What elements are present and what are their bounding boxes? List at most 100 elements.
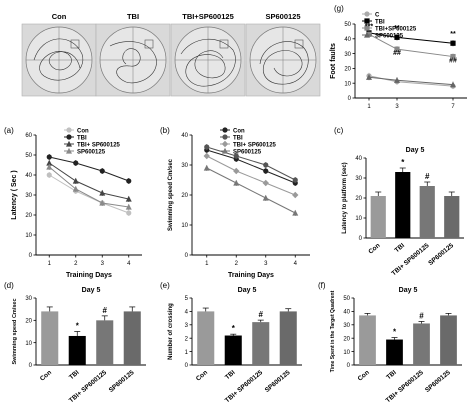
- series-line-0: [48, 174, 129, 214]
- y-tick-label: 1: [185, 350, 189, 356]
- panel-letter: (g): [334, 4, 344, 13]
- y-tick-label: 2: [185, 336, 189, 342]
- significance-mark: #: [103, 306, 108, 315]
- significance-mark: *: [76, 322, 80, 331]
- data-point: [125, 203, 132, 210]
- data-point: [263, 168, 269, 174]
- data-point: [46, 159, 53, 166]
- data-point: [126, 210, 132, 216]
- significance-mark: #: [259, 310, 264, 319]
- y-tick-label: 50: [344, 22, 351, 28]
- bar-2: [252, 322, 270, 365]
- data-point: [203, 152, 210, 160]
- y-tick-label: 0: [348, 96, 352, 102]
- data-point: [99, 199, 106, 206]
- y-tick-label: 40: [25, 173, 32, 179]
- series-line-3: [368, 76, 454, 86]
- y-tick-label: 40: [343, 310, 350, 316]
- bar-1: [68, 335, 86, 365]
- legend-marker: [222, 127, 228, 133]
- y-tick-label: 5: [185, 296, 189, 302]
- bar-3: [440, 315, 457, 365]
- x-tick-label: 3: [395, 104, 399, 110]
- x-tick-label: SP600125: [108, 369, 136, 394]
- legend-label: TBI: [77, 135, 87, 141]
- y-tick-label: 60: [25, 133, 32, 139]
- bar-3: [123, 311, 141, 365]
- x-tick-label: 7: [451, 104, 455, 110]
- data-point: [292, 191, 299, 199]
- data-point: [450, 53, 456, 60]
- legend-label: SP600125: [233, 149, 262, 155]
- legend-marker: [364, 11, 370, 17]
- x-tick-label: TBI: [385, 369, 398, 381]
- y-tick-label: 30: [25, 296, 32, 302]
- x-tick-label: SP600125: [264, 369, 292, 394]
- significance-mark: *: [232, 324, 236, 333]
- swim-track: [109, 41, 157, 84]
- swim-track: [259, 41, 309, 85]
- data-point: [394, 77, 400, 83]
- data-point: [233, 153, 239, 159]
- y-tick-label: 20: [344, 67, 351, 73]
- y-tick-label: 10: [344, 81, 351, 87]
- data-point: [262, 179, 269, 187]
- y-tick-label: 0: [29, 363, 33, 369]
- y-tick-label: 10: [343, 350, 350, 356]
- x-tick-label: 4: [127, 261, 131, 267]
- y-tick-label: 30: [343, 323, 350, 329]
- data-point: [366, 31, 372, 37]
- data-point: [292, 177, 298, 183]
- panel-letter: (f): [318, 281, 326, 290]
- x-tick-label: TBI: [394, 242, 407, 254]
- track-label: SP600125: [265, 12, 300, 21]
- y-tick-label: 0: [185, 363, 189, 369]
- legend-marker: [66, 134, 72, 140]
- bar-3: [279, 311, 297, 365]
- y-axis-label: Time Spent in the Target Quadrent: [330, 290, 336, 372]
- y-tick-label: 40: [181, 133, 188, 139]
- y-axis-label: Swimming speed Cm/sec: [168, 158, 174, 231]
- data-point: [46, 172, 52, 178]
- x-tick-label: 2: [235, 261, 239, 267]
- legend-label: TBI+SP600125: [375, 26, 417, 32]
- platform-marker: [70, 39, 80, 49]
- panel-letter: (b): [160, 126, 170, 135]
- data-point: [99, 168, 105, 174]
- x-tick-label: Con: [39, 369, 53, 383]
- y-tick-label: 10: [355, 216, 362, 222]
- x-tick-label: 1: [367, 104, 371, 110]
- panel-letter: (e): [160, 281, 170, 290]
- x-tick-label: 2: [74, 261, 78, 267]
- y-tick-label: 10: [181, 223, 188, 229]
- significance-mark: *: [401, 158, 405, 167]
- y-tick-label: 20: [355, 196, 362, 202]
- track-image-2: [170, 23, 246, 97]
- x-tick-label: 4: [294, 261, 298, 267]
- data-point: [292, 209, 299, 216]
- y-tick-label: 4: [185, 310, 189, 316]
- data-point: [450, 81, 456, 88]
- y-axis-label: Latency ( Sec ): [11, 170, 18, 219]
- significance-mark: ##: [393, 50, 401, 57]
- y-axis-label: Latency to platform (sec): [342, 162, 348, 233]
- data-point: [72, 185, 79, 192]
- panel-letter: (c): [334, 126, 344, 135]
- y-tick-label: 20: [181, 193, 188, 199]
- x-tick-label: Con: [357, 369, 371, 383]
- track-label: TBI: [127, 12, 139, 21]
- y-axis-label: Foot faults: [330, 43, 337, 79]
- bar-2: [413, 323, 430, 365]
- chart-title: Day 5: [406, 147, 425, 154]
- legend-label: Con: [233, 128, 245, 134]
- platform-marker: [294, 39, 304, 49]
- chart-title: Day 5: [399, 287, 418, 294]
- x-tick-label: Con: [367, 242, 381, 256]
- x-tick-label: 1: [48, 261, 52, 267]
- legend-marker: [364, 18, 370, 24]
- x-tick-label: 3: [264, 261, 268, 267]
- track-label: TBI+SP600125: [182, 12, 234, 21]
- data-point: [125, 195, 132, 202]
- y-tick-label: 20: [25, 213, 32, 219]
